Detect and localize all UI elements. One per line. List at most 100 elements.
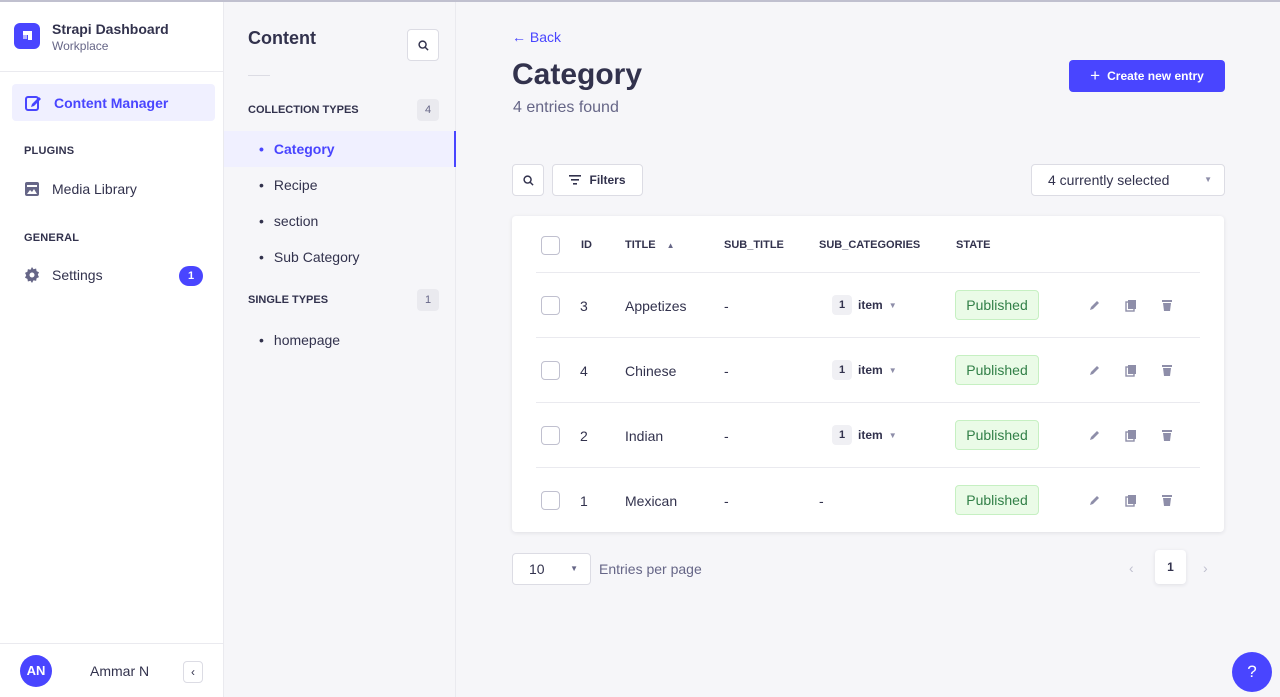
trash-icon[interactable]	[1160, 428, 1174, 442]
collapse-nav-button[interactable]: ‹	[183, 661, 203, 683]
chevron-down-icon: ▼	[888, 365, 897, 375]
row-divider	[536, 467, 1200, 468]
column-header-title[interactable]: TITLE ▲	[625, 239, 675, 251]
nav-section-general: GENERAL	[24, 232, 80, 244]
select-value: 10	[529, 561, 545, 577]
subnav-item-category[interactable]: • Category	[224, 131, 456, 167]
search-icon	[417, 39, 429, 51]
create-new-entry-button[interactable]: + Create new entry	[1069, 60, 1225, 92]
row-divider	[536, 402, 1200, 403]
edit-icon[interactable]	[1088, 363, 1102, 377]
search-icon	[522, 174, 534, 186]
nav-item-label: Settings	[52, 267, 103, 283]
pencil-square-icon	[24, 94, 42, 112]
subnav-item-section[interactable]: • section	[259, 213, 319, 229]
row-checkbox[interactable]	[541, 426, 560, 445]
entries-per-page-label: Entries per page	[599, 561, 702, 577]
back-link[interactable]: ← Back	[512, 29, 562, 45]
subnav-item-label: homepage	[273, 332, 341, 348]
subnav-item-sub-category[interactable]: • Sub Category	[259, 249, 360, 265]
item-count: 1	[832, 425, 852, 445]
cell-sub-title: -	[724, 428, 729, 444]
sub-categories-popover-trigger[interactable]: 1 item ▼	[832, 295, 897, 315]
brand-subtitle: Workplace	[52, 39, 109, 53]
gear-icon	[24, 267, 40, 283]
column-header-sub-categories[interactable]: SUB_CATEGORIES	[819, 239, 921, 251]
plus-icon: +	[1090, 66, 1101, 85]
edit-icon[interactable]	[1088, 298, 1102, 312]
row-divider	[536, 272, 1200, 273]
status-badge: Published	[955, 290, 1039, 320]
subnav-item-label: Sub Category	[273, 249, 360, 265]
cell-title: Appetizes	[625, 298, 687, 314]
sub-categories-popover-trigger[interactable]: 1 item ▼	[832, 360, 897, 380]
table-search-button[interactable]	[512, 164, 544, 196]
next-page-button[interactable]: ›	[1203, 560, 1208, 576]
status-badge: Published	[955, 485, 1039, 515]
subnav-item-label: Recipe	[273, 177, 318, 193]
row-checkbox[interactable]	[541, 361, 560, 380]
trash-icon[interactable]	[1160, 493, 1174, 507]
trash-icon[interactable]	[1160, 298, 1174, 312]
duplicate-icon[interactable]	[1124, 298, 1138, 312]
collection-types-header[interactable]: COLLECTION TYPES 4	[248, 99, 439, 121]
row-divider	[536, 337, 1200, 338]
cell-sub-title: -	[724, 298, 729, 314]
row-checkbox[interactable]	[541, 296, 560, 315]
help-button[interactable]: ?	[1232, 652, 1272, 692]
user-name[interactable]: Ammar N	[90, 662, 150, 679]
subnav-search-button[interactable]	[407, 29, 439, 61]
cell-id: 3	[580, 298, 588, 314]
sort-ascending-icon: ▲	[666, 241, 675, 250]
chevron-down-icon: ▼	[1204, 175, 1212, 184]
main-navigation: Strapi Dashboard Workplace Content Manag…	[0, 2, 224, 697]
nav-item-media-library[interactable]: Media Library	[24, 181, 137, 197]
duplicate-icon[interactable]	[1124, 363, 1138, 377]
single-types-header[interactable]: SINGLE TYPES 1	[248, 289, 439, 311]
subnav-item-homepage[interactable]: • homepage	[259, 332, 341, 348]
image-icon	[24, 181, 40, 197]
edit-icon[interactable]	[1088, 493, 1102, 507]
displayed-columns-select[interactable]: 4 currently selected ▼	[1031, 164, 1225, 196]
column-header-id[interactable]: ID	[581, 239, 592, 251]
chevron-down-icon: ▼	[888, 300, 897, 310]
section-count-badge: 1	[417, 289, 439, 311]
section-count-badge: 4	[417, 99, 439, 121]
page-button-current[interactable]: 1	[1155, 550, 1186, 584]
filters-button[interactable]: Filters	[552, 164, 643, 196]
cell-id: 2	[580, 428, 588, 444]
user-footer: AN Ammar N ‹	[0, 643, 223, 697]
filter-icon	[569, 175, 582, 185]
strapi-logo-icon	[14, 23, 40, 49]
duplicate-icon[interactable]	[1124, 428, 1138, 442]
edit-icon[interactable]	[1088, 428, 1102, 442]
column-header-sub-title[interactable]: SUB_TITLE	[724, 239, 784, 251]
cell-id: 4	[580, 363, 588, 379]
entries-found-count: 4 entries found	[513, 99, 619, 116]
sub-categories-popover-trigger[interactable]: 1 item ▼	[832, 425, 897, 445]
subnav-item-label: Category	[273, 141, 335, 157]
cell-title: Mexican	[625, 493, 678, 509]
column-header-state[interactable]: STATE	[956, 239, 991, 251]
section-label: COLLECTION TYPES	[248, 104, 359, 116]
subnav-item-label: section	[273, 213, 319, 229]
row-checkbox[interactable]	[541, 491, 560, 510]
status-badge: Published	[955, 420, 1039, 450]
cell-sub-title: -	[724, 363, 729, 379]
subnav-item-recipe[interactable]: • Recipe	[259, 177, 318, 193]
trash-icon[interactable]	[1160, 363, 1174, 377]
settings-notification-badge: 1	[179, 266, 203, 286]
chevron-down-icon: ▼	[570, 564, 578, 573]
cell-sub-categories: -	[819, 493, 824, 509]
nav-item-content-manager[interactable]: Content Manager	[12, 84, 215, 121]
select-all-checkbox[interactable]	[541, 236, 560, 255]
avatar[interactable]: AN	[20, 654, 52, 687]
brand[interactable]: Strapi Dashboard Workplace	[0, 2, 223, 72]
cell-id: 1	[580, 493, 588, 509]
nav-item-settings[interactable]: Settings	[24, 267, 103, 283]
duplicate-icon[interactable]	[1124, 493, 1138, 507]
cell-title: Chinese	[625, 363, 677, 379]
page-size-select[interactable]: 10 ▼	[512, 553, 591, 585]
previous-page-button[interactable]: ‹	[1129, 560, 1134, 576]
cell-sub-title: -	[724, 493, 729, 509]
